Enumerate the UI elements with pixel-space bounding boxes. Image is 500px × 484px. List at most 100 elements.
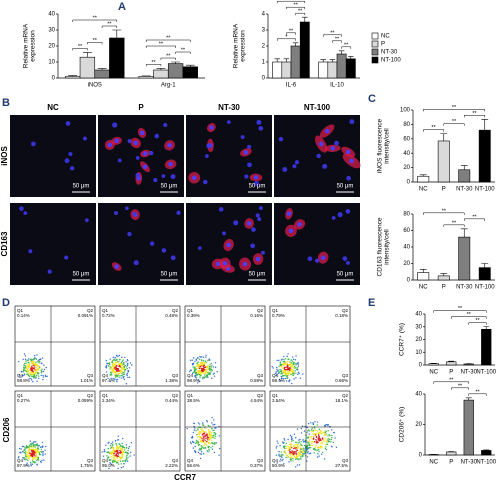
flow-event — [307, 437, 310, 439]
flow-event — [20, 376, 22, 379]
flow-event — [280, 455, 283, 457]
flow-event — [33, 361, 35, 363]
flow-event — [279, 460, 281, 462]
flow-event — [199, 449, 202, 451]
flow-event — [300, 454, 302, 456]
flow-event — [35, 377, 37, 379]
flow-event — [117, 378, 119, 381]
flow-event — [203, 442, 206, 445]
flow-plot — [14, 390, 96, 472]
flow-event — [325, 441, 328, 444]
flow-event — [26, 373, 28, 376]
bar — [437, 275, 450, 281]
y-axis-label: intensity/cell — [384, 229, 391, 265]
flow-event — [284, 371, 286, 374]
significance-label: ** — [458, 306, 463, 312]
flow-event — [321, 443, 324, 445]
flow-event — [202, 367, 205, 370]
flow-event — [199, 457, 202, 460]
flow-event — [209, 368, 211, 370]
flow-event — [315, 449, 317, 452]
flow-event — [289, 369, 291, 371]
quadrant-percent: 0.14% — [17, 313, 30, 318]
flow-event — [307, 422, 310, 425]
flow-event — [32, 457, 35, 459]
flow-event — [289, 447, 292, 449]
flow-event — [114, 368, 116, 370]
flow-event — [280, 375, 283, 378]
flow-event — [285, 456, 287, 459]
scale-bar-label: 50 μm — [161, 184, 178, 190]
flow-event — [197, 429, 199, 431]
bar — [65, 76, 81, 79]
flow-event — [41, 441, 44, 444]
nucleus — [31, 141, 36, 147]
flow-event — [117, 363, 119, 365]
flow-event — [203, 436, 205, 438]
flow-event — [279, 363, 281, 365]
flow-event — [116, 449, 118, 452]
flow-event — [326, 423, 328, 426]
flow-event — [25, 445, 28, 448]
flow-event — [320, 430, 322, 433]
flow-event — [294, 359, 297, 361]
flow-event — [34, 369, 37, 371]
flow-event — [299, 457, 301, 460]
flow-event — [34, 362, 37, 365]
flow-event — [125, 447, 128, 449]
x-tick-label: NT-30 — [461, 460, 478, 466]
flow-event — [111, 361, 114, 364]
y-tick-label: 3 — [262, 28, 266, 34]
flow-event — [37, 377, 40, 380]
flow-event — [117, 463, 120, 465]
flow-event — [191, 435, 194, 438]
flow-event — [287, 374, 290, 376]
nucleus — [135, 172, 141, 178]
flow-event — [23, 451, 26, 454]
flow-event — [312, 433, 314, 435]
flow-event — [287, 368, 289, 370]
flow-event — [278, 369, 280, 371]
flow-event — [310, 444, 312, 446]
nucleus — [153, 178, 158, 183]
y-tick-label: 20 — [415, 422, 422, 428]
flow-event — [120, 368, 122, 371]
flow-event — [40, 372, 43, 374]
nucleus — [251, 227, 256, 232]
flow-event — [207, 429, 210, 431]
flow-event — [298, 458, 300, 461]
flow-event — [41, 459, 43, 461]
nucleus — [255, 213, 260, 218]
flow-event — [285, 371, 287, 373]
error-bar — [82, 52, 92, 58]
flow-event — [316, 430, 319, 432]
flow-event — [41, 368, 43, 370]
flow-event — [38, 444, 40, 447]
flow-event — [211, 427, 213, 430]
flow-event — [116, 447, 119, 449]
flow-event — [122, 372, 125, 374]
flow-event — [297, 458, 299, 460]
flow-event — [289, 434, 292, 437]
flow-event — [202, 422, 204, 424]
flow-event — [112, 369, 115, 372]
flow-event — [21, 445, 24, 448]
flow-event — [46, 375, 48, 377]
flow-event — [281, 459, 283, 462]
significance-label: ** — [166, 53, 171, 59]
flow-event — [210, 439, 213, 441]
flow-event — [129, 455, 131, 457]
nucleus — [154, 133, 160, 139]
flow-event — [211, 422, 213, 424]
flow-event — [128, 376, 131, 378]
flow-event — [292, 460, 294, 462]
flow-event — [279, 370, 282, 373]
flow-event — [278, 454, 280, 457]
nucleus — [253, 180, 260, 187]
flow-event — [292, 439, 294, 442]
flow-event — [289, 362, 292, 364]
significance-label: ** — [442, 208, 447, 214]
flow-event — [313, 452, 316, 454]
flow-event — [41, 357, 44, 359]
flow-event — [30, 465, 32, 467]
